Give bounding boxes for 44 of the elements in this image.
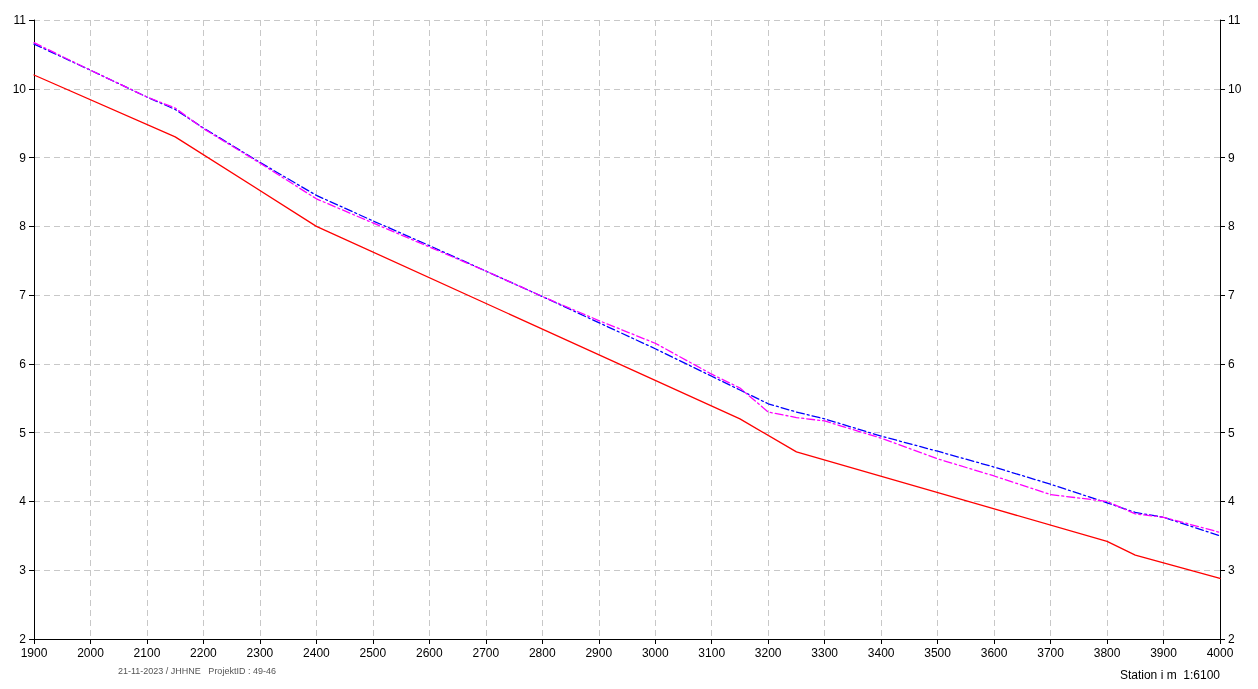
y2-tick-label: 3 [1228, 563, 1235, 578]
x-tick-label: 3000 [641, 646, 669, 660]
y2-tick-label: 4 [1228, 494, 1235, 509]
x-tick-label: 2700 [472, 646, 500, 660]
y-tick-label: 5 [19, 425, 27, 440]
y-tick-label: 7 [19, 288, 27, 303]
y-tick-label: 9 [19, 150, 27, 165]
x-tick-label: 1900 [20, 646, 48, 660]
x-tick-label: 3200 [754, 646, 782, 660]
y2-tick-label: 10 [1228, 81, 1242, 96]
x-tick-label: 2200 [190, 646, 218, 660]
x-tick-label: 2600 [415, 646, 443, 660]
y-tick-label: 8 [19, 219, 27, 234]
y-tick-label: 3 [19, 563, 27, 578]
x-tick-label: 2900 [585, 646, 613, 660]
y-tick-label: 2 [19, 632, 27, 646]
x-tick-label: 2500 [359, 646, 387, 660]
x-tick-label: 2400 [303, 646, 331, 660]
x-tick-label: 3400 [867, 646, 895, 660]
y2-tick-label: 7 [1228, 288, 1235, 303]
x-axis-title: Station i m 1:6100 [1119, 668, 1221, 682]
x-tick-label: 3600 [980, 646, 1008, 660]
y-tick-label: 4 [19, 494, 27, 509]
y2-tick-label: 8 [1228, 219, 1235, 234]
y2-tick-label: 5 [1228, 425, 1235, 440]
x-tick-label: 2100 [133, 646, 161, 660]
x-tick-label: 2300 [246, 646, 274, 660]
text: 21-11-2023 / JHHNE ProjektID : 49-46 [118, 665, 276, 676]
x-tick-label: 2800 [528, 646, 556, 660]
y2-tick-label: 6 [1228, 356, 1235, 371]
y-tick-label: 10 [12, 81, 27, 96]
x-tick-label: 2000 [77, 646, 105, 660]
y2-tick-label: 9 [1228, 150, 1235, 165]
x-tick-label: 3300 [811, 646, 839, 660]
y2-tick-label: 11 [1228, 13, 1241, 27]
x-tick-label: 3100 [698, 646, 726, 660]
x-tick-label: 3800 [1093, 646, 1121, 660]
y-tick-label: 11 [13, 13, 27, 27]
x-tick-label: 3700 [1037, 646, 1065, 660]
x-tick-label: 3500 [924, 646, 952, 660]
x-tick-label: 4000 [1206, 646, 1234, 660]
y2-tick-label: 2 [1228, 632, 1235, 646]
x-tick-label: 3900 [1150, 646, 1178, 660]
y-tick-label: 6 [19, 356, 27, 371]
